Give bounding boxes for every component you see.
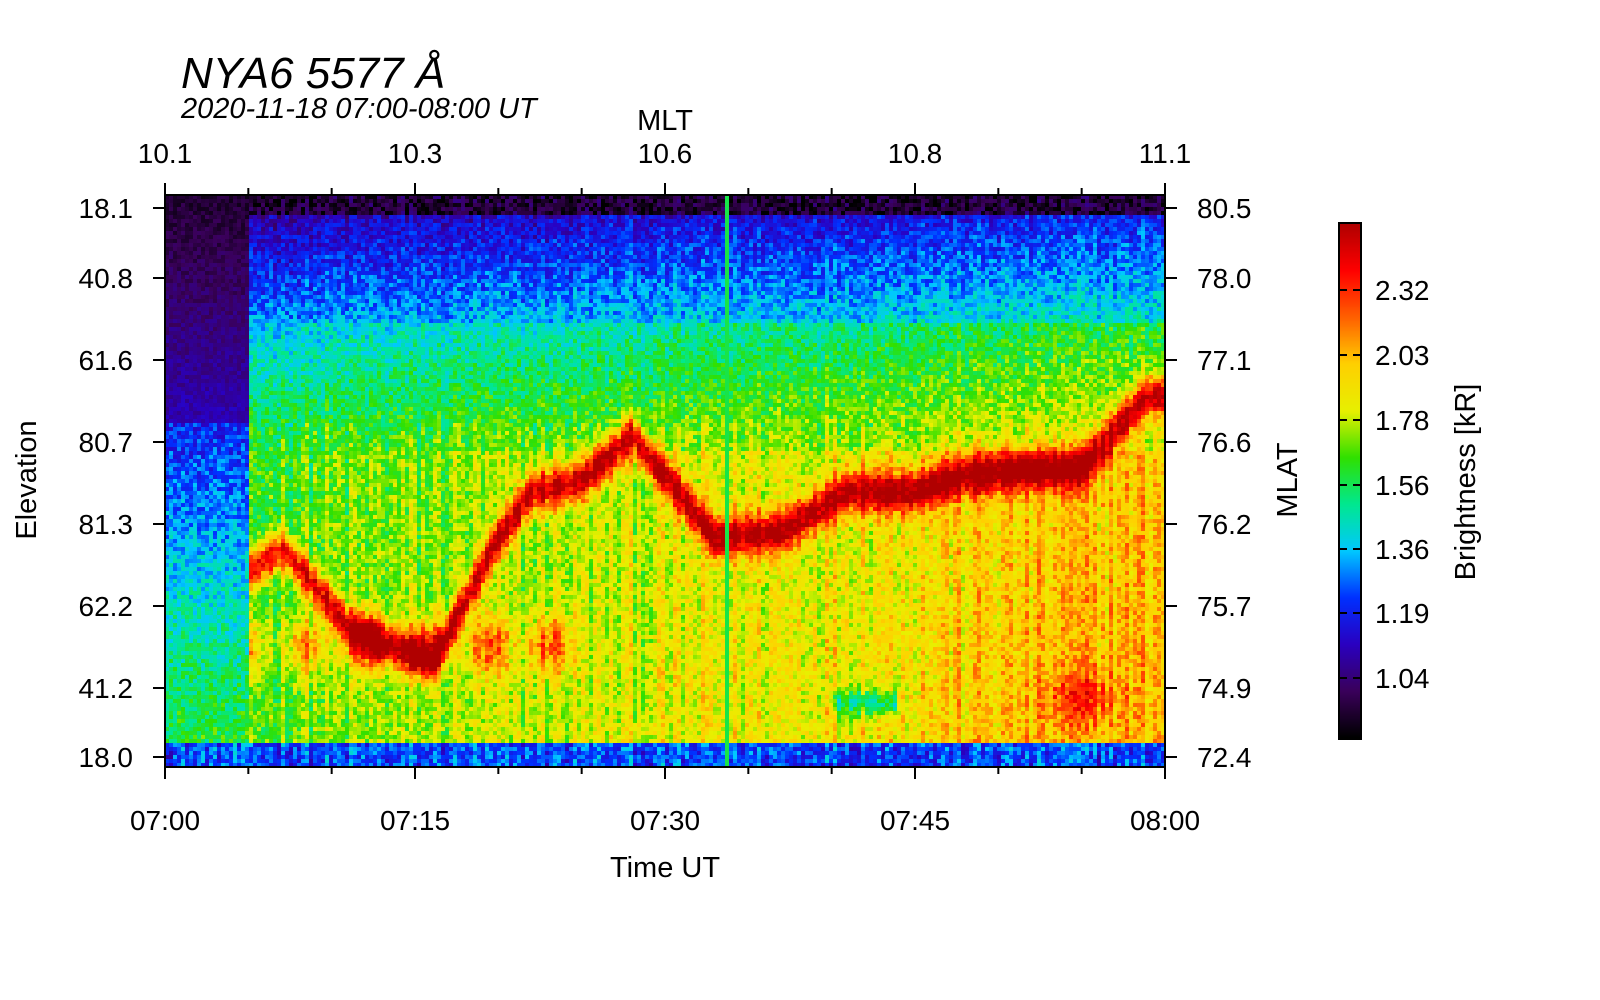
y-axis-label: Elevation [11,420,43,539]
y-tick-label: 18.1 [79,193,134,224]
top-tick-label: 11.1 [1139,138,1191,169]
axes-group: 07:00 07:15 07:30 07:45 08:00 10.1 10.3 10.6 10.… [79,138,1430,836]
top-tick-label: 10.1 [138,138,193,169]
x-tick-label: 08:00 [1130,805,1200,836]
right-tick-label: 72.4 [1197,742,1252,773]
colorbar-tick-label: 1.56 [1375,470,1430,501]
x-tick-label: 07:15 [380,805,450,836]
y-tick-label: 40.8 [79,263,134,294]
colorbar-frame [1338,222,1362,740]
y-tick-label: 61.6 [79,345,134,376]
chart-title: NYA6 5577 Å [181,49,445,98]
right-axis-label: MLAT [1272,442,1304,517]
right-tick-label: 77.1 [1197,345,1252,376]
colorbar-wrap [1339,223,1361,739]
colorbar-tick-label: 1.78 [1375,405,1430,436]
colorbar-tick-label: 1.19 [1375,598,1430,629]
y-tick-label: 81.3 [79,509,134,540]
right-tick-label: 75.7 [1197,591,1252,622]
keogram-image [165,195,1165,767]
x-tick-label: 07:30 [630,805,700,836]
top-axis-label: MLT [637,105,693,137]
right-tick-label: 74.9 [1197,673,1252,704]
y-tick-label: 41.2 [79,673,134,704]
top-tick-label: 10.8 [888,138,943,169]
x-tick-label: 07:00 [130,805,200,836]
chart-subtitle: 2020-11-18 07:00-08:00 UT [180,93,539,125]
top-tick-label: 10.6 [638,138,693,169]
right-tick-label: 76.6 [1197,427,1252,458]
colorbar-tick-label: 1.04 [1375,663,1430,694]
right-tick-label: 76.2 [1197,509,1252,540]
x-tick-label: 07:45 [880,805,950,836]
keogram-image-wrap [165,195,1165,767]
colorbar-tick-label: 2.32 [1375,275,1430,306]
y-tick-label: 18.0 [79,742,134,773]
colorbar-gradient [1339,223,1361,739]
colorbar-tick-label: 2.03 [1375,340,1430,371]
right-tick-label: 78.0 [1197,263,1252,294]
colorbar-tick-label: 1.36 [1375,534,1430,565]
y-tick-label: 80.7 [79,427,134,458]
x-axis-label: Time UT [610,852,720,884]
right-tick-label: 80.5 [1197,193,1252,224]
colorbar-label: Brightness [kR] [1450,384,1482,581]
top-tick-label: 10.3 [388,138,443,169]
y-tick-label: 62.2 [79,591,134,622]
